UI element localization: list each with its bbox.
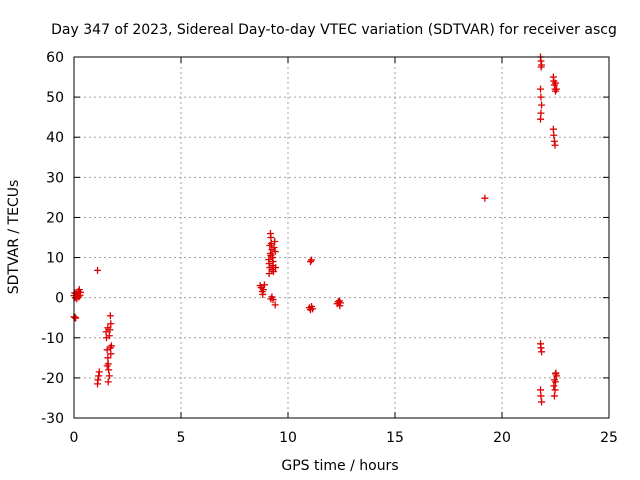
data-point [552, 378, 559, 386]
y-tick-label: 50 [46, 90, 64, 106]
data-point [104, 354, 112, 362]
data-point [107, 350, 115, 358]
data-point [551, 386, 559, 394]
chart-title: Day 347 of 2023, Sidereal Day-to-day VTE… [51, 22, 617, 38]
data-point [538, 398, 546, 406]
x-axis-label: GPS time / hours [281, 458, 398, 474]
x-tick-label: 20 [493, 430, 511, 446]
y-tick-label: -20 [41, 371, 64, 387]
y-tick-label: -10 [41, 331, 64, 347]
data-point [550, 382, 558, 390]
data-point [269, 268, 277, 276]
data-point [266, 242, 274, 250]
data-point [260, 281, 268, 289]
data-point [265, 270, 273, 278]
data-point [271, 248, 279, 256]
data-point [537, 109, 545, 117]
data-point [537, 386, 545, 394]
data-point [551, 141, 559, 149]
y-tick-labels: -30 -20 -10 0 10 20 30 40 50 60 [41, 50, 64, 427]
data-point [105, 332, 113, 340]
y-tick-label: 30 [46, 170, 64, 186]
data-point [538, 101, 546, 109]
data-point [269, 262, 277, 270]
data-point [271, 301, 279, 309]
data-point [336, 299, 344, 307]
data-point [104, 324, 112, 332]
data-point [550, 392, 558, 400]
data-point [552, 369, 560, 377]
data-point [102, 328, 110, 336]
x-tick-label: 25 [600, 430, 618, 446]
grid-lines [74, 57, 609, 418]
data-point [537, 93, 545, 101]
data-point [103, 362, 111, 370]
data-point [75, 293, 83, 301]
data-point [537, 63, 545, 71]
data-point [537, 392, 545, 400]
y-tick-label: 0 [55, 291, 64, 307]
data-point [105, 372, 113, 380]
data-point [267, 252, 275, 260]
data-point [259, 286, 267, 294]
data-point [270, 244, 278, 252]
data-point [105, 366, 113, 374]
y-tick-label: 20 [46, 210, 64, 226]
data-point [271, 238, 279, 246]
plot-frame [73, 56, 610, 419]
data-point [267, 234, 275, 241]
data-point [95, 368, 103, 376]
data-point [107, 320, 115, 328]
x-tick-label: 10 [279, 430, 297, 446]
data-point [553, 85, 561, 93]
data-point [550, 131, 558, 139]
data-point [481, 194, 489, 202]
data-point [107, 342, 115, 350]
y-tick-label: 40 [46, 130, 64, 146]
data-point [76, 288, 84, 296]
y-tick-label: -30 [41, 411, 64, 427]
data-point [104, 378, 112, 386]
x-tick-labels: 0 5 10 15 20 25 [70, 430, 618, 446]
data-points [70, 53, 561, 406]
data-point [537, 85, 545, 93]
data-point [537, 115, 545, 123]
x-tick-label: 5 [177, 430, 186, 446]
y-axis-label: SDTVAR / TECUs [6, 180, 22, 295]
x-tick-label: 15 [386, 430, 404, 446]
data-point [309, 305, 317, 313]
data-point [106, 312, 114, 320]
data-point [269, 296, 277, 304]
data-point [94, 266, 102, 274]
data-point [72, 314, 80, 322]
y-tick-label: 60 [46, 50, 64, 66]
data-point [308, 256, 316, 264]
x-tick-label: 0 [70, 430, 79, 446]
data-point [552, 79, 559, 87]
data-point [538, 348, 546, 356]
y-tick-label: 10 [46, 251, 64, 267]
data-point [549, 125, 557, 133]
data-point [306, 258, 314, 266]
